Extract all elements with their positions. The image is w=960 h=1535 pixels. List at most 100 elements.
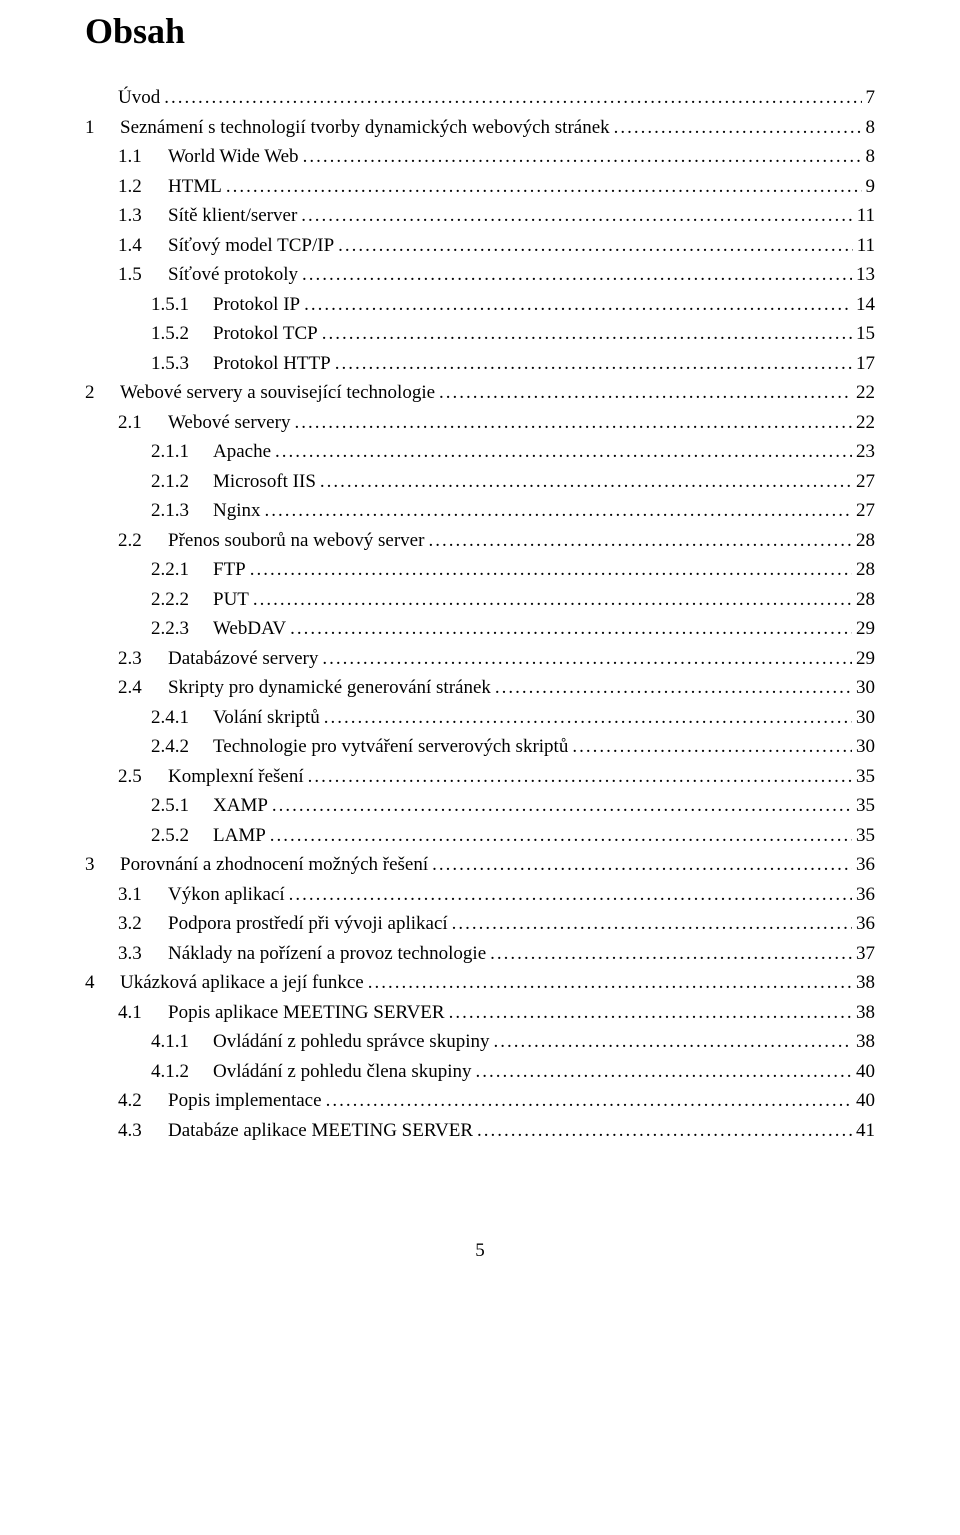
toc-entry: 4.1Popis aplikace MEETING SERVER38 — [85, 1003, 875, 1022]
toc-entry: 2.1.3Nginx27 — [85, 501, 875, 520]
toc-entry-page: 30 — [852, 737, 875, 756]
toc-leader-dots — [261, 501, 853, 520]
toc-entry-label: Ovládání z pohledu člena skupiny — [211, 1062, 472, 1081]
toc-entry-page: 8 — [862, 118, 876, 137]
toc-entry-label: Volání skriptů — [211, 708, 320, 727]
toc-leader-dots — [320, 708, 852, 727]
toc-entry-label: Technologie pro vytváření serverových sk… — [211, 737, 568, 756]
toc-entry-label: WebDAV — [211, 619, 286, 638]
toc-leader-dots — [435, 383, 852, 402]
toc-leader-dots — [334, 236, 853, 255]
toc-entry-number: 2.2 — [118, 531, 166, 550]
toc-entry-number: 3.2 — [118, 914, 166, 933]
toc-entry-label: HTML — [166, 177, 222, 196]
toc-entry: 2.5.2LAMP35 — [85, 826, 875, 845]
toc-entry-page: 27 — [852, 501, 875, 520]
toc-entry-number: 4.3 — [118, 1121, 166, 1140]
toc-entry-number: 1.5 — [118, 265, 166, 284]
toc-entry-page: 7 — [862, 88, 876, 107]
toc-entry-label: Komplexní řešení — [166, 767, 304, 786]
toc-entry: 2.2.2PUT28 — [85, 590, 875, 609]
toc-entry: 2.1Webové servery22 — [85, 413, 875, 432]
table-of-contents: Úvod7 1Seznámení s technologií tvorby dyn… — [85, 88, 875, 1140]
toc-entry-number: 4.1.1 — [151, 1032, 211, 1051]
toc-leader-dots — [286, 619, 852, 638]
toc-entry: 2.5.1XAMP35 — [85, 796, 875, 815]
toc-entry-page: 28 — [852, 590, 875, 609]
toc-leader-dots — [285, 885, 852, 904]
toc-leader-dots — [424, 531, 852, 550]
toc-entry-page: 29 — [852, 649, 875, 668]
toc-entry-page: 13 — [852, 265, 875, 284]
toc-entry-page: 35 — [852, 826, 875, 845]
toc-entry-page: 9 — [862, 177, 876, 196]
toc-entry-label: Náklady na pořízení a provoz technologie — [166, 944, 486, 963]
toc-entry: 2.5Komplexní řešení35 — [85, 767, 875, 786]
toc-entry-page: 36 — [852, 855, 875, 874]
toc-entry-page: 27 — [852, 472, 875, 491]
toc-entry-label: Ovládání z pohledu správce skupiny — [211, 1032, 489, 1051]
toc-entry-label: Skripty pro dynamické generování stránek — [166, 678, 491, 697]
toc-entry-page: 23 — [852, 442, 875, 461]
toc-entry-page: 14 — [852, 295, 875, 314]
page-title: Obsah — [85, 10, 875, 52]
toc-entry-number: 3 — [85, 855, 118, 874]
toc-leader-dots — [300, 295, 852, 314]
toc-leader-dots — [610, 118, 862, 137]
toc-leader-dots — [491, 678, 852, 697]
toc-entry: 4Ukázková aplikace a její funkce38 — [85, 973, 875, 992]
toc-entry: 1.5.3Protokol HTTP17 — [85, 354, 875, 373]
toc-entry: 2.4.2Technologie pro vytváření serverový… — [85, 737, 875, 756]
toc-leader-dots — [331, 354, 852, 373]
toc-entry: 3.2Podpora prostředí při vývoji aplikací… — [85, 914, 875, 933]
toc-leader-dots — [445, 1003, 852, 1022]
toc-entry: 2.4.1Volání skriptů30 — [85, 708, 875, 727]
toc-entry-label: Síťový model TCP/IP — [166, 236, 334, 255]
toc-leader-dots — [290, 413, 852, 432]
toc-entry-number: 2.1.3 — [151, 501, 211, 520]
toc-entry-label: Porovnání a zhodnocení možných řešení — [118, 855, 428, 874]
toc-entry-number: 2.4.1 — [151, 708, 211, 727]
toc-entry-number: 2.5.2 — [151, 826, 211, 845]
toc-leader-dots — [322, 1091, 852, 1110]
toc-entry-label: Apache — [211, 442, 271, 461]
toc-entry-number: 1.3 — [118, 206, 166, 225]
toc-entry: 3.1Výkon aplikací36 — [85, 885, 875, 904]
toc-entry-label: Microsoft IIS — [211, 472, 316, 491]
toc-entry: 4.1.1Ovládání z pohledu správce skupiny3… — [85, 1032, 875, 1051]
toc-entry-label: Webové servery — [166, 413, 290, 432]
toc-entry-number: 2.4 — [118, 678, 166, 697]
toc-entry: 2.2Přenos souborů na webový server28 — [85, 531, 875, 550]
toc-entry: 3Porovnání a zhodnocení možných řešení 36 — [85, 855, 875, 874]
toc-entry-label: Protokol IP — [211, 295, 300, 314]
toc-leader-dots — [448, 914, 852, 933]
toc-entry: 4.1.2Ovládání z pohledu člena skupiny40 — [85, 1062, 875, 1081]
toc-leader-dots — [489, 1032, 852, 1051]
toc-entry-label: Přenos souborů na webový server — [166, 531, 424, 550]
toc-entry-number: 1.1 — [118, 147, 166, 166]
toc-entry-number: 4.1 — [118, 1003, 166, 1022]
toc-leader-dots — [472, 1062, 852, 1081]
toc-leader-dots — [428, 855, 852, 874]
toc-leader-dots — [318, 324, 852, 343]
toc-entry: 2Webové servery a související technologi… — [85, 383, 875, 402]
toc-entry-label: Sítě klient/server — [166, 206, 297, 225]
toc-entry: 2.3Databázové servery29 — [85, 649, 875, 668]
toc-entry-page: 28 — [852, 560, 875, 579]
toc-entry-number: 1.2 — [118, 177, 166, 196]
toc-entry: 1.5Síťové protokoly13 — [85, 265, 875, 284]
toc-leader-dots — [246, 560, 852, 579]
toc-entry-number: 1.5.1 — [151, 295, 211, 314]
toc-entry: Úvod7 — [85, 88, 875, 107]
toc-entry-number: 3.1 — [118, 885, 166, 904]
toc-entry-page: 15 — [852, 324, 875, 343]
toc-entry-label: Databázové servery — [166, 649, 318, 668]
toc-entry-page: 11 — [853, 236, 875, 255]
toc-entry: 1Seznámení s technologií tvorby dynamick… — [85, 118, 875, 137]
toc-leader-dots — [266, 826, 852, 845]
toc-entry: 1.2HTML 9 — [85, 177, 875, 196]
toc-entry-number: 2.1.2 — [151, 472, 211, 491]
toc-leader-dots — [160, 88, 861, 107]
toc-leader-dots — [268, 796, 852, 815]
toc-entry-number: 2.2.3 — [151, 619, 211, 638]
